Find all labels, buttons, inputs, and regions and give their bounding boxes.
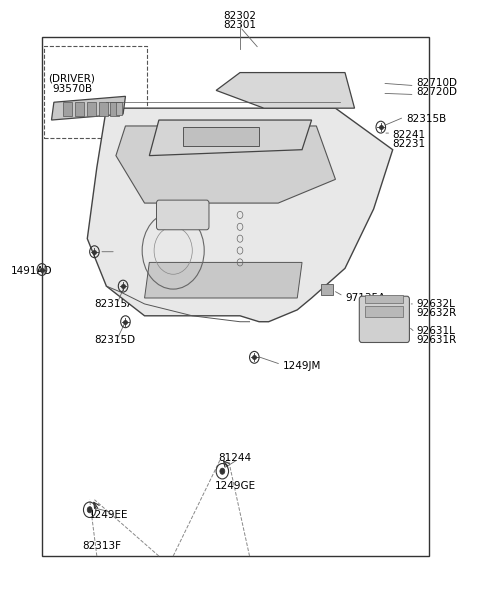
Polygon shape [51,97,125,120]
Text: 1491AD: 1491AD [11,266,52,277]
Text: 81244: 81244 [219,453,252,463]
Bar [110,102,119,116]
Polygon shape [149,120,312,156]
Bar [63,102,72,116]
Text: 82302: 82302 [224,11,256,21]
Bar [42,37,429,556]
Bar [321,284,333,295]
Text: 82315A: 82315A [95,299,135,309]
Polygon shape [87,108,393,322]
Text: 1249JM: 1249JM [283,361,321,371]
Text: 82315B: 82315B [406,114,446,124]
Text: 82301: 82301 [224,20,256,30]
Bar [365,295,403,303]
Text: 82710D: 82710D [417,78,457,88]
Bar [44,46,147,138]
Text: 82720D: 82720D [417,87,457,97]
Text: 1249GE: 1249GE [215,481,256,491]
Polygon shape [116,126,336,203]
Circle shape [87,507,92,513]
Text: 92632R: 92632R [417,308,457,318]
Bar [365,306,403,317]
Text: 82231: 82231 [393,139,426,149]
Bar [116,103,122,115]
Text: 93580A: 93580A [159,148,200,158]
Circle shape [220,468,225,474]
Text: (DRIVER): (DRIVER) [48,73,96,83]
Text: 82313F: 82313F [82,541,121,551]
Bar [75,102,84,116]
Text: 97135A: 97135A [345,293,385,303]
Bar [183,126,259,145]
FancyBboxPatch shape [360,296,409,343]
Text: 82241: 82241 [393,130,426,140]
Text: 93570B: 93570B [52,84,92,94]
FancyBboxPatch shape [156,200,209,230]
Polygon shape [144,262,302,298]
Text: 92631L: 92631L [417,325,456,336]
Polygon shape [216,73,355,108]
Text: 92632L: 92632L [417,299,456,309]
Text: 1336JC: 1336JC [95,247,132,257]
Text: 82315D: 82315D [95,334,135,344]
Bar [99,102,108,116]
Text: 92631R: 92631R [417,334,457,344]
Text: 1249EE: 1249EE [89,510,129,520]
Bar [87,102,96,116]
